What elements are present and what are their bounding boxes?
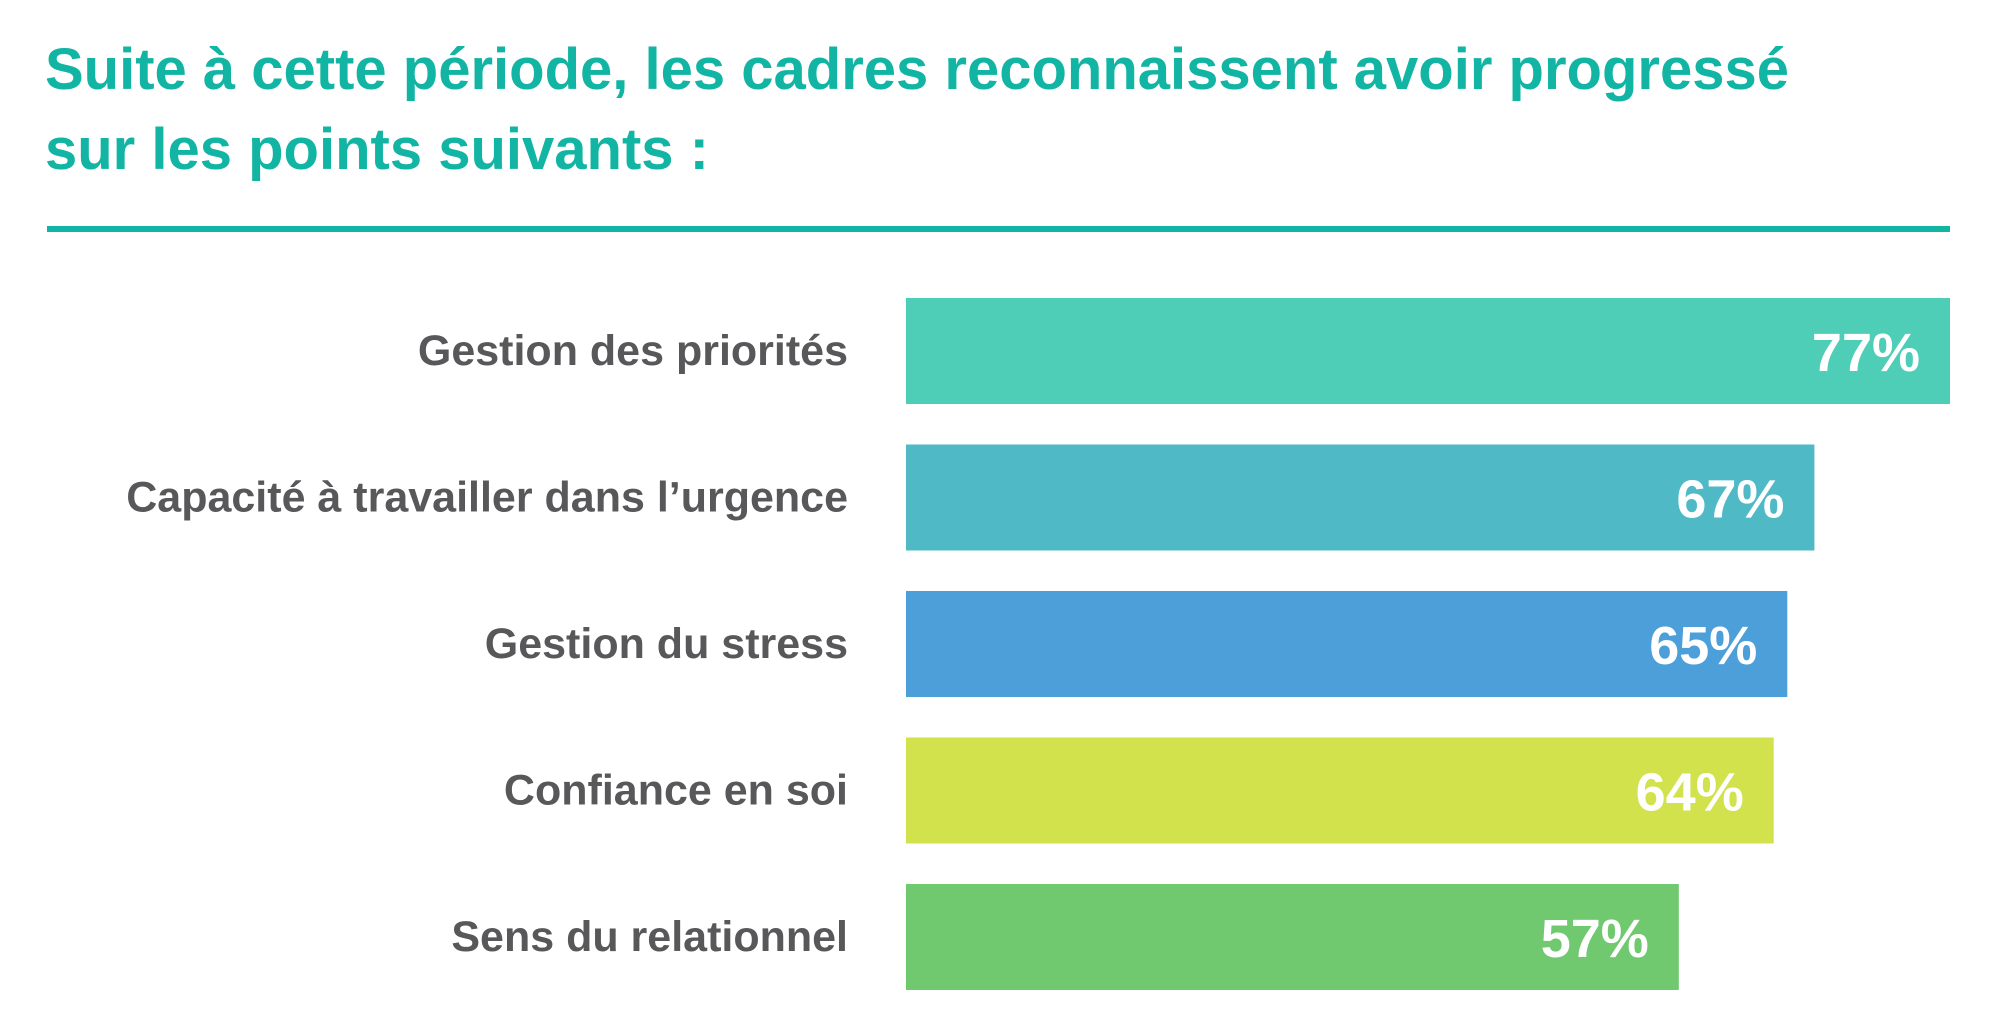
- category-label-5: Sens du relationnel: [451, 913, 848, 961]
- value-label-3: 65%: [1649, 616, 1757, 676]
- value-label-4: 64%: [1636, 763, 1744, 823]
- bar-4: [906, 737, 1774, 844]
- value-label-1: 77%: [1812, 323, 1920, 383]
- category-label-4: Confiance en soi: [504, 767, 848, 815]
- chart-title-line-2: sur les points suivants :: [45, 117, 709, 182]
- bar-2: [906, 444, 1815, 551]
- category-label-3: Gestion du stress: [485, 620, 848, 668]
- value-label-5: 57%: [1541, 909, 1649, 969]
- title-divider: [47, 226, 1950, 232]
- bar-5: [906, 884, 1679, 990]
- chart-title: Suite à cette période, les cadres reconn…: [45, 30, 1945, 190]
- category-label-1: Gestion des priorités: [418, 327, 848, 375]
- value-label-2: 67%: [1676, 470, 1784, 530]
- bar-3: [906, 591, 1788, 697]
- chart-title-line-1: Suite à cette période, les cadres reconn…: [45, 37, 1789, 102]
- bar-1: [906, 298, 1950, 404]
- category-label-2: Capacité à travailler dans l’urgence: [126, 474, 848, 522]
